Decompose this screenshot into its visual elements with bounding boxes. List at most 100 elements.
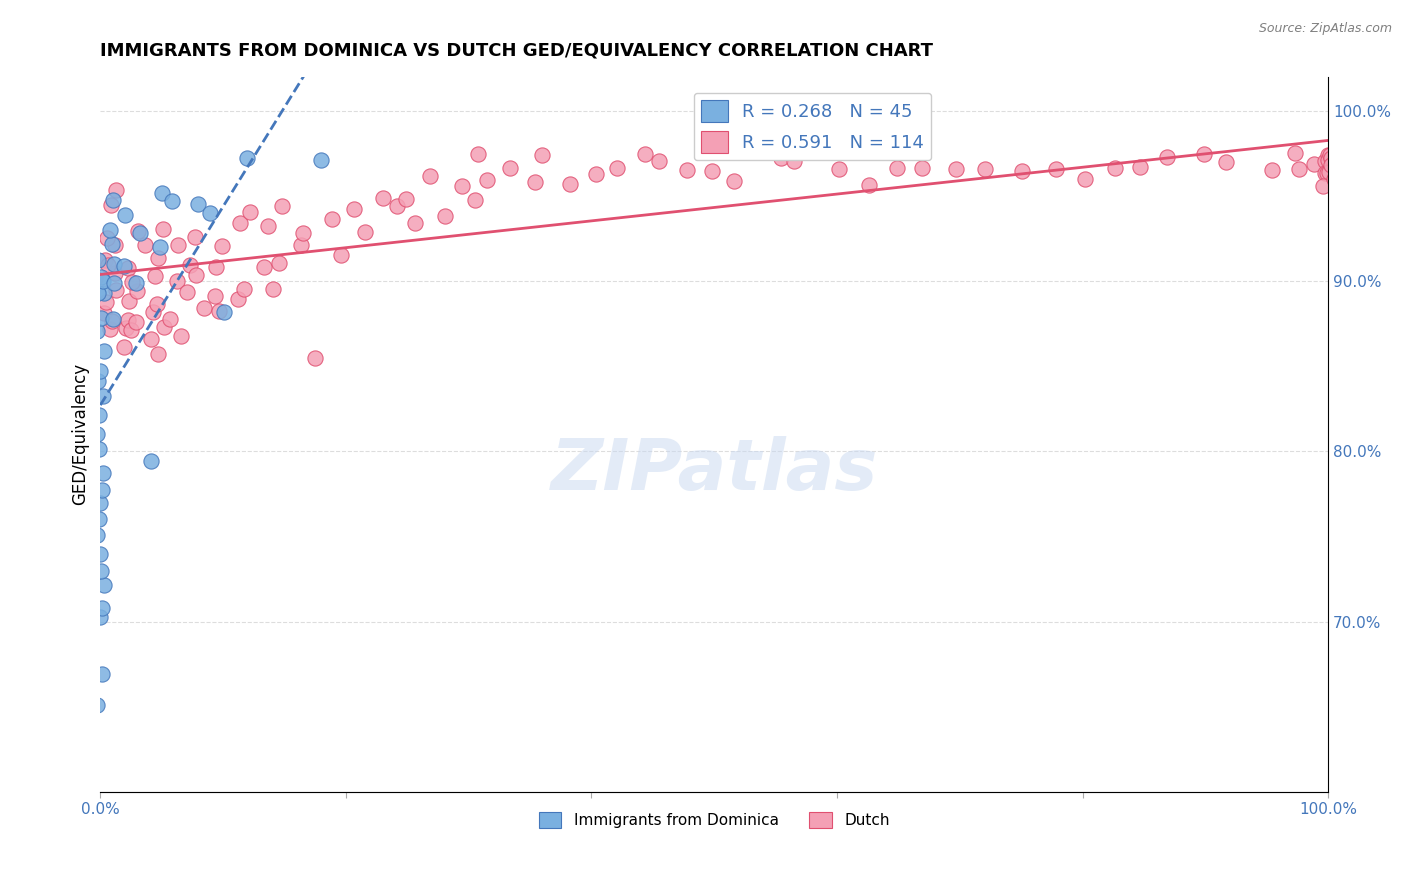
Dutch	[115, 320, 138, 334]
Immigrants from Dominica	[149, 240, 172, 254]
Dutch	[117, 313, 139, 327]
Immigrants from Dominica	[235, 151, 257, 165]
Immigrants from Dominica	[90, 565, 112, 579]
Immigrants from Dominica	[198, 206, 221, 220]
Dutch	[121, 275, 143, 289]
Dutch	[184, 268, 207, 283]
Dutch	[257, 219, 280, 233]
Dutch	[112, 340, 135, 354]
Dutch	[1288, 162, 1310, 177]
Immigrants from Dominica	[87, 512, 110, 526]
Dutch	[1315, 166, 1337, 180]
Dutch	[183, 229, 205, 244]
Dutch	[1074, 171, 1097, 186]
Immigrants from Dominica	[86, 528, 108, 542]
Dutch	[226, 292, 249, 306]
Dutch	[118, 294, 141, 309]
Immigrants from Dominica	[89, 547, 111, 561]
Dutch	[167, 237, 190, 252]
Immigrants from Dominica	[89, 496, 111, 510]
Immigrants from Dominica	[93, 344, 115, 359]
Dutch	[1316, 166, 1339, 180]
Immigrants from Dominica	[101, 237, 124, 252]
Dutch	[148, 252, 170, 266]
Dutch	[634, 147, 657, 161]
Dutch	[945, 162, 967, 177]
Immigrants from Dominica	[214, 305, 236, 319]
Immigrants from Dominica	[90, 270, 112, 285]
Dutch	[1322, 156, 1344, 170]
Dutch	[83, 271, 105, 285]
Dutch	[134, 237, 156, 252]
Immigrants from Dominica	[150, 186, 173, 200]
Dutch	[585, 167, 607, 181]
Immigrants from Dominica	[91, 466, 114, 480]
Dutch	[228, 216, 250, 230]
Dutch	[100, 197, 122, 211]
Immigrants from Dominica	[103, 257, 125, 271]
Dutch	[783, 154, 806, 169]
Dutch	[139, 332, 162, 346]
Dutch	[292, 226, 315, 240]
Dutch	[321, 212, 343, 227]
Dutch	[143, 268, 166, 283]
Dutch	[93, 306, 115, 320]
Dutch	[858, 178, 880, 193]
Dutch	[343, 202, 366, 216]
Dutch	[179, 258, 201, 272]
Dutch	[98, 322, 121, 336]
Immigrants from Dominica	[128, 227, 150, 241]
Dutch	[1284, 146, 1306, 161]
Dutch	[1129, 160, 1152, 174]
Dutch	[159, 311, 181, 326]
Dutch	[404, 216, 426, 230]
Immigrants from Dominica	[112, 259, 135, 273]
Dutch	[1261, 163, 1284, 178]
Dutch	[290, 238, 312, 252]
Immigrants from Dominica	[187, 197, 209, 211]
Dutch	[1312, 178, 1334, 193]
Dutch	[973, 162, 995, 177]
Dutch	[120, 323, 142, 337]
Dutch	[1215, 155, 1237, 169]
Dutch	[434, 209, 457, 223]
Immigrants from Dominica	[86, 427, 108, 442]
Dutch	[169, 329, 191, 343]
Dutch	[211, 239, 233, 253]
Dutch	[676, 162, 699, 177]
Dutch	[94, 253, 117, 268]
Immigrants from Dominica	[93, 286, 115, 301]
Dutch	[560, 178, 582, 192]
Dutch	[1323, 172, 1346, 186]
Immigrants from Dominica	[93, 388, 115, 402]
Y-axis label: GED/Equivalency: GED/Equivalency	[72, 363, 89, 506]
Dutch	[1317, 153, 1340, 167]
Dutch	[329, 247, 352, 261]
Immigrants from Dominica	[91, 600, 114, 615]
Dutch	[387, 199, 409, 213]
Immigrants from Dominica	[101, 311, 124, 326]
Dutch	[498, 161, 520, 175]
Dutch	[104, 266, 127, 280]
Dutch	[1104, 161, 1126, 176]
Immigrants from Dominica	[90, 310, 112, 325]
Dutch	[166, 274, 188, 288]
Dutch	[1320, 151, 1343, 165]
Dutch	[208, 303, 231, 318]
Dutch	[723, 174, 745, 188]
Immigrants from Dominica	[101, 193, 124, 207]
Immigrants from Dominica	[89, 610, 111, 624]
Immigrants from Dominica	[86, 324, 108, 338]
Dutch	[262, 282, 284, 296]
Dutch	[648, 154, 671, 169]
Dutch	[105, 183, 128, 197]
Dutch	[152, 320, 174, 334]
Dutch	[142, 305, 165, 319]
Immigrants from Dominica	[309, 153, 332, 167]
Dutch	[1045, 161, 1067, 176]
Dutch	[530, 148, 553, 162]
Dutch	[205, 260, 228, 275]
Dutch	[152, 221, 174, 235]
Text: IMMIGRANTS FROM DOMINICA VS DUTCH GED/EQUIVALENCY CORRELATION CHART: IMMIGRANTS FROM DOMINICA VS DUTCH GED/EQ…	[100, 42, 934, 60]
Immigrants from Dominica	[114, 208, 136, 222]
